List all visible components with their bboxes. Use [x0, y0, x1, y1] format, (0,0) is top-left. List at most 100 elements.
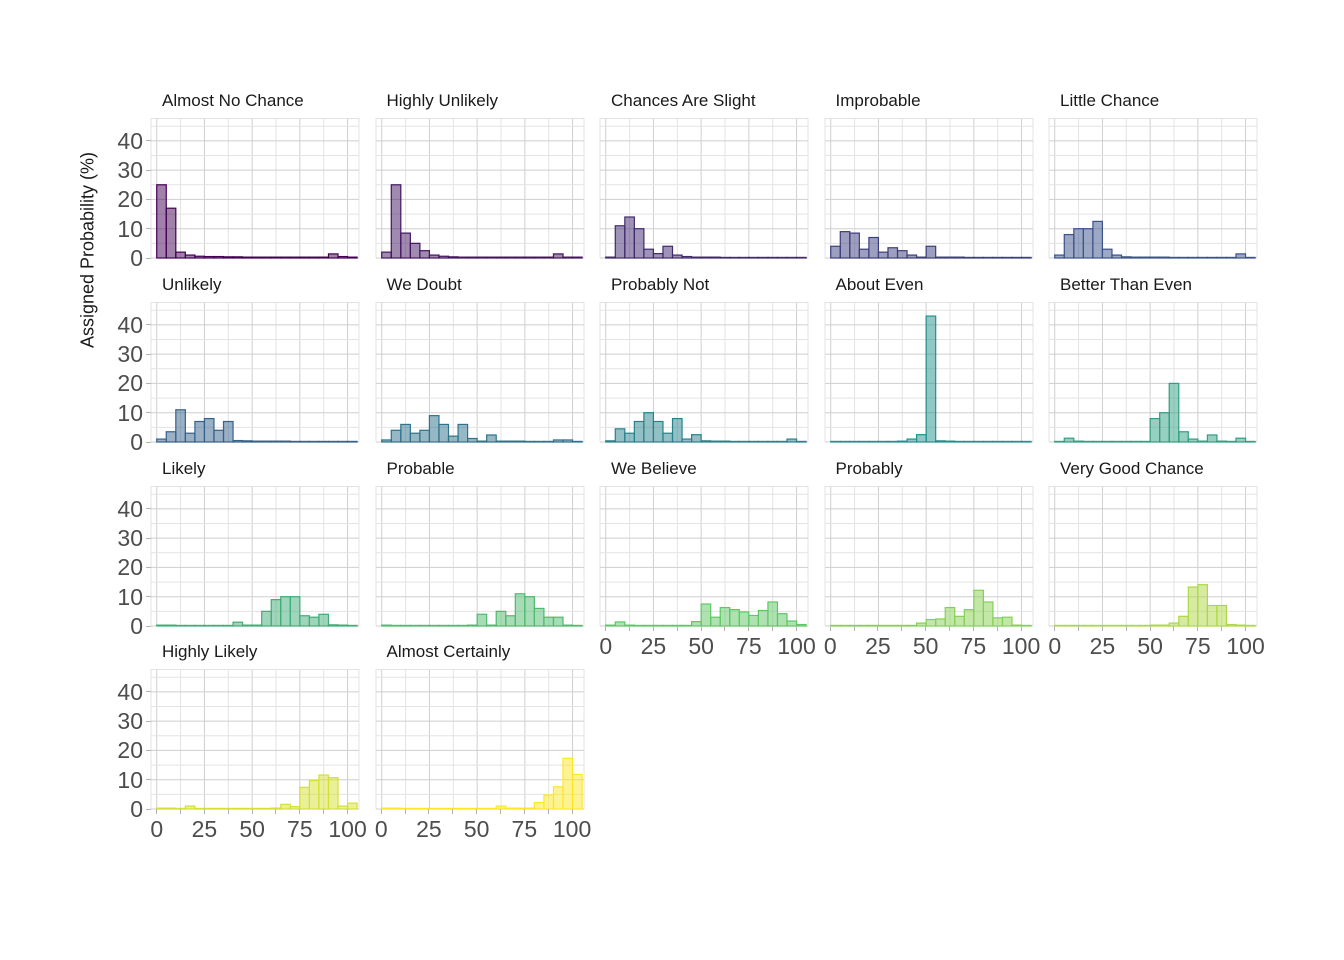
x-axis-tick — [380, 809, 382, 814]
histogram-bar — [1111, 254, 1123, 259]
x-axis-tick — [571, 809, 573, 814]
y-axis-tick-label: 30 — [117, 157, 143, 184]
x-axis-tick — [156, 809, 158, 814]
y-axis-tick-label: 0 — [130, 796, 143, 822]
histogram-bar — [662, 432, 674, 443]
x-axis-tick-label: 50 — [239, 816, 265, 842]
histogram-bar — [729, 440, 740, 443]
histogram-bar — [232, 256, 244, 259]
histogram-bar — [848, 440, 860, 443]
histogram-bar — [972, 440, 984, 443]
histogram-bar — [795, 256, 807, 259]
histogram-bar — [877, 624, 889, 627]
histogram-bar — [1020, 624, 1032, 627]
histogram-bar — [624, 432, 635, 443]
y-axis-tick-label: 0 — [130, 245, 143, 271]
histogram-bar — [867, 236, 879, 259]
y-axis-tick — [146, 169, 151, 171]
histogram-bar — [1120, 440, 1132, 443]
histogram-bar — [972, 589, 984, 627]
histogram-bar — [418, 429, 430, 443]
histogram-bar — [270, 256, 282, 259]
x-axis-tick — [676, 626, 678, 631]
histogram-bar — [533, 256, 545, 259]
histogram-bar — [614, 225, 626, 259]
histogram-bar — [485, 807, 497, 810]
histogram-bar — [456, 423, 468, 443]
histogram-bar — [390, 807, 401, 810]
x-axis-tick — [1221, 626, 1223, 631]
y-axis-tick — [146, 324, 151, 326]
y-axis-tick-label: 40 — [117, 311, 143, 338]
histogram-bar — [380, 807, 392, 810]
histogram-bar — [786, 438, 798, 443]
histogram-bar — [418, 624, 430, 627]
histogram-bar — [542, 440, 554, 443]
facet-panel — [1048, 486, 1258, 627]
facet-probably: Probably 0 25 50 75 100 — [824, 459, 1040, 658]
y-axis-tick — [146, 566, 151, 568]
histogram-bar — [232, 621, 244, 627]
histogram-bar — [409, 624, 420, 627]
histogram-bar — [504, 440, 516, 443]
histogram-bar — [165, 431, 177, 443]
histogram-bar — [1092, 220, 1104, 259]
facet-title: Probable — [386, 459, 455, 478]
histogram-bar — [241, 440, 253, 443]
histogram-bar — [447, 256, 459, 259]
y-axis-tick-label: 20 — [117, 737, 143, 764]
histogram-bar — [318, 774, 330, 810]
x-axis-tick — [853, 626, 855, 631]
histogram-bar — [1001, 440, 1013, 443]
histogram-bar — [877, 251, 889, 259]
histogram-bar — [886, 440, 898, 443]
histogram-bar — [165, 624, 177, 627]
histogram-bar — [346, 256, 358, 259]
histogram-bar — [614, 621, 626, 627]
facet-title: Little Chance — [1060, 91, 1160, 110]
histogram-bar — [1178, 431, 1189, 443]
histogram-bar — [194, 624, 206, 627]
histogram-bar — [428, 624, 440, 627]
histogram-bar — [337, 624, 349, 627]
histogram-bar — [1225, 623, 1237, 627]
histogram-bar — [390, 184, 401, 259]
histogram-bar — [944, 256, 955, 259]
x-axis-tick-label: 50 — [912, 633, 939, 659]
histogram-bar — [337, 255, 349, 259]
facet-title: We Believe — [611, 459, 697, 478]
facet-panel — [150, 486, 360, 627]
y-axis-tick — [146, 625, 151, 627]
facet-probably-not: Probably Not — [599, 275, 809, 443]
x-axis-tick — [1245, 626, 1247, 631]
histogram-bar — [222, 624, 234, 627]
histogram-bar — [571, 440, 583, 443]
histogram-bar — [776, 613, 788, 627]
histogram-bar — [1001, 256, 1013, 259]
histogram-bar — [886, 247, 898, 259]
histogram-bar — [719, 606, 731, 627]
histogram-bar — [1082, 624, 1094, 627]
histogram-bar — [700, 603, 712, 627]
histogram-bar — [681, 438, 693, 443]
histogram-bar — [652, 624, 664, 627]
y-axis-title-text: Assigned Probability (%) — [77, 151, 98, 349]
histogram-bar — [1054, 624, 1065, 627]
histogram-bar — [1010, 256, 1022, 259]
y-axis-tick-label: 20 — [117, 370, 143, 397]
x-axis-tick — [227, 809, 229, 814]
histogram-bar — [1235, 437, 1247, 443]
y-axis-tick — [146, 228, 151, 230]
histogram-bar — [776, 256, 788, 259]
x-axis-tick — [1149, 626, 1151, 631]
histogram-bar — [1244, 440, 1256, 443]
x-axis-tick — [829, 626, 831, 631]
histogram-bar — [776, 440, 788, 443]
histogram-bar — [318, 440, 330, 443]
histogram-bar — [982, 601, 994, 627]
histogram-bar — [390, 429, 401, 443]
facet-title: Almost No Chance — [162, 91, 304, 110]
histogram-bar — [1063, 624, 1075, 627]
x-axis-tick — [925, 626, 927, 631]
